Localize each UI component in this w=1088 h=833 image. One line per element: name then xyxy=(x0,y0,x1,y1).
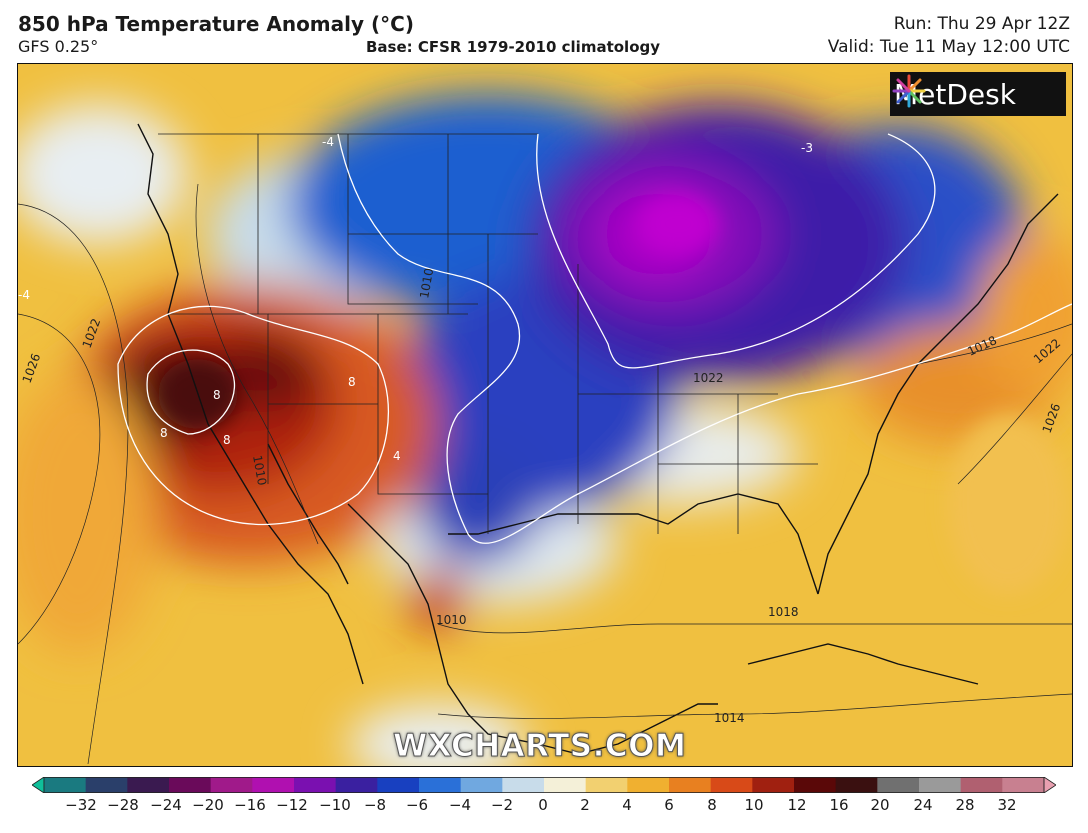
colorbar-tick: 20 xyxy=(870,796,890,814)
colorbar-cell xyxy=(669,777,712,793)
colorbar-tick: −4 xyxy=(448,796,472,814)
logo-text: MetDesk xyxy=(894,77,1016,111)
contour-label: -4 xyxy=(18,288,30,302)
colorbar-cell xyxy=(85,777,128,793)
colorbar-tick: 24 xyxy=(913,796,933,814)
contour-label: 8 xyxy=(213,388,221,402)
colorbar-tick: 8 xyxy=(707,796,717,814)
contour-label: -3 xyxy=(801,141,813,155)
anomaly-map: -4 -3 -4 8 8 8 8 4 1010 1022 1026 1022 1… xyxy=(18,64,1072,766)
colorbar-tick: −32 xyxy=(65,796,97,814)
colorbar-tick: −2 xyxy=(490,796,514,814)
colorbar-cell xyxy=(419,777,462,793)
colorbar-tick: 4 xyxy=(622,796,632,814)
colorbar-tick: −20 xyxy=(192,796,224,814)
contour-label: 8 xyxy=(160,426,168,440)
colorbar-cell xyxy=(502,777,545,793)
contour-label: 1018 xyxy=(768,605,799,619)
anomaly-contours xyxy=(117,133,1072,544)
contour-label: 8 xyxy=(348,375,356,389)
contour-label: -4 xyxy=(322,135,334,149)
colorbar-cell xyxy=(252,777,295,793)
map-panel[interactable]: -4 -3 -4 8 8 8 8 4 1010 1022 1026 1022 1… xyxy=(17,63,1073,767)
contour-label: 1022 xyxy=(693,371,724,385)
run-time-label: Run: Thu 29 Apr 12Z xyxy=(893,14,1070,34)
colorbar-tick: 16 xyxy=(829,796,849,814)
colorbar-cell xyxy=(794,777,837,793)
colorbar-cell xyxy=(544,777,587,793)
colorbar-min-arrow xyxy=(32,777,45,793)
colorbar-cell xyxy=(169,777,212,793)
contour-label: 8 xyxy=(223,433,231,447)
colorbar-tick: 6 xyxy=(664,796,674,814)
colorbar-tick: −12 xyxy=(276,796,308,814)
colorbar-cell xyxy=(377,777,420,793)
isobars xyxy=(18,183,1072,765)
colorbar-tick: −6 xyxy=(405,796,429,814)
colorbar-cell xyxy=(460,777,503,793)
colorbar-tick: −10 xyxy=(319,796,351,814)
colorbar-tick: 2 xyxy=(580,796,590,814)
colorbar-tick: −16 xyxy=(234,796,266,814)
colorbar-cell xyxy=(335,777,378,793)
colorbar-cell xyxy=(294,777,337,793)
colorbar xyxy=(32,777,1056,793)
colorbar-tick: 32 xyxy=(997,796,1017,814)
colorbar-cell xyxy=(835,777,878,793)
colorbar-cell xyxy=(752,777,795,793)
colorbar-cell xyxy=(585,777,628,793)
temperature-field xyxy=(18,94,1072,766)
colorbar-cell xyxy=(960,777,1003,793)
colorbar-cell xyxy=(210,777,253,793)
watermark: WXCHARTS.COM xyxy=(392,728,687,765)
colorbar-ticks: −32 −28 −24 −20 −16 −12 −10 −8 −6 −4 −2 … xyxy=(0,796,1088,820)
base-climatology-label: Base: CFSR 1979-2010 climatology xyxy=(366,38,661,56)
model-label: GFS 0.25° xyxy=(18,37,99,56)
metdesk-logo: MetDesk xyxy=(890,72,1066,116)
colorbar-cell xyxy=(710,777,753,793)
colorbar-tick: 28 xyxy=(955,796,975,814)
colorbar-cell xyxy=(877,777,920,793)
contour-label: 1010 xyxy=(250,454,269,487)
coastlines xyxy=(137,123,1059,755)
contour-label: 4 xyxy=(393,449,401,463)
contour-label: 1010 xyxy=(417,267,436,300)
colorbar-cell xyxy=(1002,777,1045,793)
contour-label: 1014 xyxy=(714,711,745,725)
colorbar-cell xyxy=(627,777,670,793)
colorbar-tick: 0 xyxy=(538,796,548,814)
state-borders xyxy=(158,133,818,534)
colorbar-max-arrow xyxy=(1043,777,1056,793)
colorbar-cell xyxy=(127,777,170,793)
colorbar-cell xyxy=(919,777,962,793)
header: 850 hPa Temperature Anomaly (°C) GFS 0.2… xyxy=(0,0,1088,62)
colorbar-tick: −8 xyxy=(363,796,387,814)
colorbar-cell xyxy=(44,777,87,793)
valid-time-label: Valid: Tue 11 May 12:00 UTC xyxy=(827,37,1070,57)
chart-title: 850 hPa Temperature Anomaly (°C) xyxy=(18,12,414,36)
colorbar-tick: −24 xyxy=(150,796,182,814)
colorbar-tick: 10 xyxy=(744,796,764,814)
colorbar-tick: 12 xyxy=(787,796,807,814)
contour-label: 1010 xyxy=(436,613,467,627)
colorbar-frame xyxy=(43,777,1045,793)
colorbar-tick: −28 xyxy=(107,796,139,814)
starburst-logo-icon xyxy=(892,74,926,108)
